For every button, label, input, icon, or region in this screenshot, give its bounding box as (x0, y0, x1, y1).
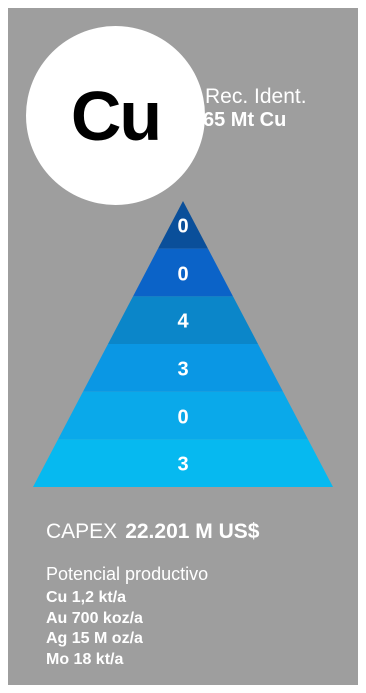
pyramid-level-value: 4 (177, 310, 189, 333)
pyramid-level-1 (158, 201, 208, 249)
rec-ident-value: 65 Mt Cu (203, 109, 287, 131)
capex-label: CAPEX (46, 520, 118, 543)
resource-card: Cu Rec. Ident. 65 Mt Cu 0 0 4 3 0 3 CAPEX 22.2… (8, 8, 358, 685)
element-symbol: Cu (70, 76, 162, 155)
element-badge: Cu (26, 26, 205, 205)
potencial-item: Ag 15 M oz/a (46, 630, 143, 647)
potencial-item: Mo 18 kt/a (46, 650, 124, 668)
pyramid-graphic (33, 201, 333, 487)
pyramid-level-value: 3 (177, 453, 189, 476)
pyramid-level-2 (133, 248, 233, 297)
pyramid-level-3 (108, 296, 258, 344)
pyramid-level-5 (58, 391, 308, 440)
pyramid-level-value: 0 (177, 215, 189, 238)
pyramid-level-value: 3 (177, 358, 189, 381)
pyramid-level-value: 0 (177, 406, 189, 428)
potencial-list: Cu 1,2 kt/a Au 700 koz/a Ag 15 M oz/a Mo… (46, 588, 143, 670)
pyramid-level-6 (33, 439, 333, 487)
potencial-item: Au 700 koz/a (46, 609, 143, 627)
pyramid-level-value: 0 (177, 263, 189, 285)
capex: CAPEX 22.201 M US$ (46, 520, 259, 544)
pyramid-level-4 (83, 344, 283, 392)
potencial-title: Potencial productivo (46, 564, 209, 584)
capex-value: 22.201 M US$ (125, 520, 260, 543)
potencial-item: Cu 1,2 kt/a (46, 589, 127, 606)
rec-ident-label: Rec. Ident. (205, 85, 307, 108)
